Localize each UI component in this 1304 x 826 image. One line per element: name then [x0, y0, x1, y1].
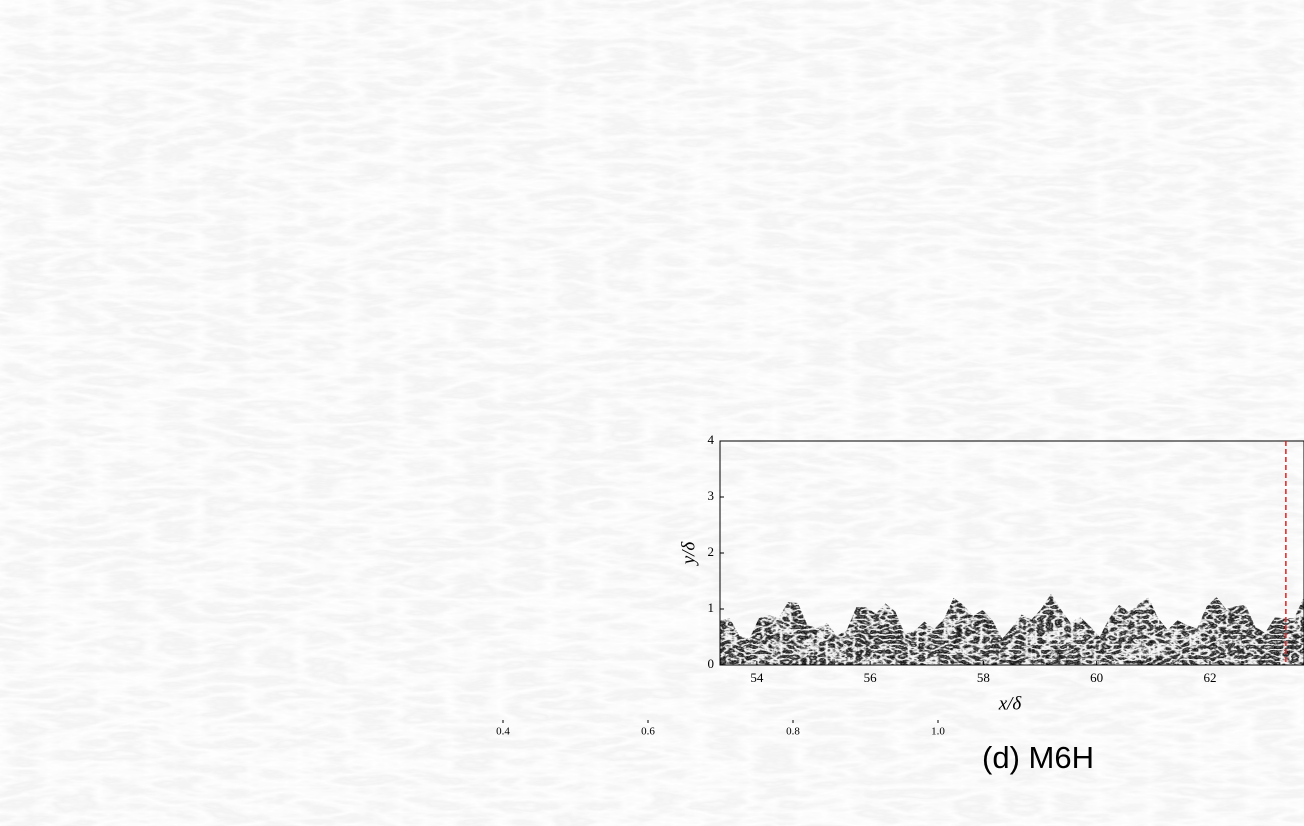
x-tick-label: 42 — [1138, 297, 1151, 312]
y-tick-label: 0 — [708, 283, 715, 298]
x-tick-label: 30 — [677, 297, 690, 312]
y-tick-label: 3 — [708, 114, 715, 129]
y-axis-label: y/δ — [678, 541, 699, 567]
y-tick-label: 2 — [115, 544, 122, 559]
x-tick-label: 44 — [1251, 297, 1265, 312]
y-tick-label: 1 — [115, 228, 122, 243]
colorbar-tick-label: 0.4 — [496, 726, 510, 738]
x-tick-label: 34 — [343, 668, 357, 683]
x-tick-label: 36 — [798, 297, 812, 312]
y-arrow-label: Higher Mach number — [16, 262, 41, 481]
colorbar-tick-label: 0.8 — [786, 726, 800, 738]
y-tick-label: 2 — [708, 170, 715, 185]
x-tick-label: 40 — [677, 668, 690, 683]
x-axis-label: x/δ — [998, 693, 1023, 714]
x-arrow-label: Higher Reynolds number — [604, 8, 866, 33]
x-tick-label: 40 — [1024, 297, 1037, 312]
y-tick-label: 0 — [115, 283, 122, 298]
x-tick-label: 30 — [121, 668, 134, 683]
panel-caption: (d) M6H — [982, 740, 1094, 775]
x-axis-label: x/δ — [998, 320, 1023, 341]
x-tick-label: 24 — [343, 297, 357, 312]
y-tick-label: 3 — [115, 117, 122, 132]
y-tick-label: 4 — [708, 432, 715, 447]
x-axis-label: x/δ — [413, 320, 438, 341]
y-tick-label: 1 — [708, 227, 715, 242]
x-tick-label: 32 — [232, 668, 245, 683]
x-tick-label: 20 — [121, 297, 134, 312]
x-tick-label: 26 — [454, 297, 468, 312]
x-tick-label: 58 — [977, 670, 990, 685]
y-tick-label: 4 — [115, 434, 122, 449]
y-tick-label: 1 — [708, 600, 715, 615]
y-axis-label: y/δ — [85, 169, 106, 195]
colorbar-tick-label: 0.6 — [641, 726, 655, 738]
y-tick-label: 4 — [708, 58, 715, 73]
x-tick-label: 22 — [232, 297, 245, 312]
y-tick-label: 1 — [115, 599, 122, 614]
x-tick-label: 28 — [565, 297, 578, 312]
x-tick-label: 54 — [750, 670, 764, 685]
x-tick-label: 38 — [911, 297, 924, 312]
x-tick-label: 56 — [864, 670, 878, 685]
x-axis-label: x/δ — [413, 691, 438, 712]
x-tick-label: 38 — [565, 668, 578, 683]
panel-caption: (c) M6L — [341, 740, 446, 775]
x-tick-label: 36 — [454, 668, 468, 683]
colorbar — [503, 697, 938, 720]
y-tick-label: 4 — [115, 62, 122, 77]
page: Higher Reynolds number Higher Mach numbe… — [0, 0, 1304, 826]
y-tick-label: 3 — [115, 489, 122, 504]
y-axis-label: y/δ — [85, 541, 106, 567]
slide: Higher Reynolds number Higher Mach numbe… — [0, 0, 1304, 826]
colorbar-tick-label: 1.0 — [931, 726, 945, 738]
x-tick-label: 60 — [1090, 670, 1103, 685]
panel-caption: (b) M2H — [982, 368, 1094, 403]
y-tick-label: 0 — [115, 654, 122, 669]
y-tick-label: 2 — [115, 172, 122, 187]
x-tick-label: 62 — [1203, 670, 1216, 685]
y-tick-label: 3 — [708, 488, 715, 503]
panel-caption: (a) M2L — [341, 368, 448, 403]
y-tick-label: 0 — [708, 656, 715, 671]
y-tick-label: 2 — [708, 544, 715, 559]
y-axis-label: y/δ — [678, 167, 699, 193]
